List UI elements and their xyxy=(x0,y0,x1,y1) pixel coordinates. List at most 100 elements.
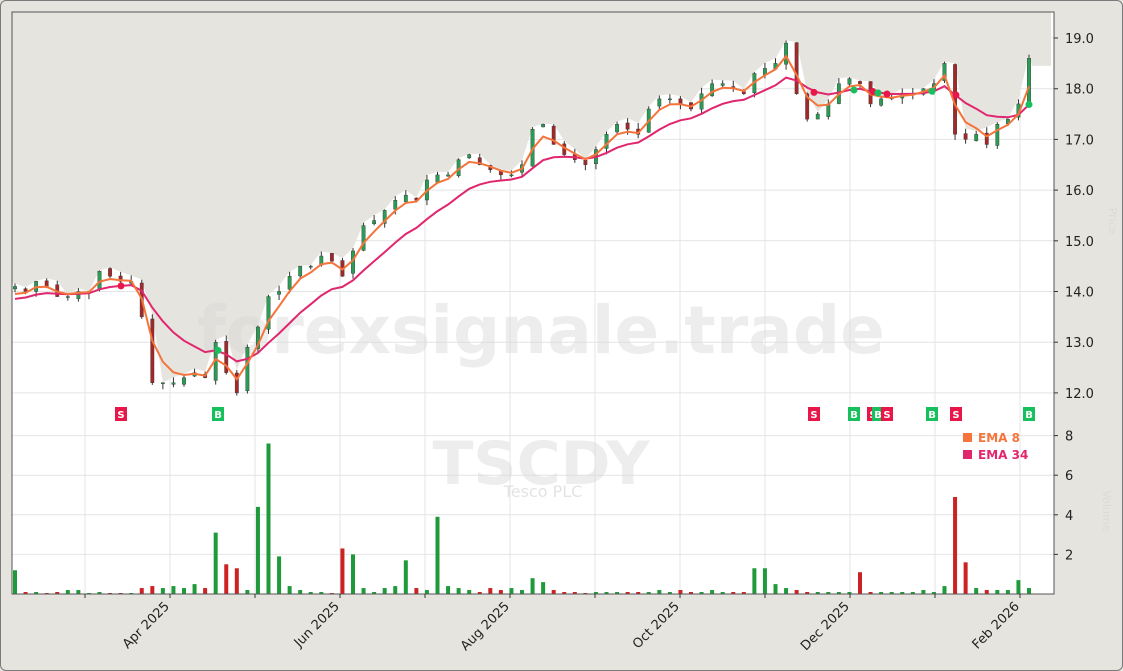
volume-bar xyxy=(255,506,260,594)
price-area-fill xyxy=(12,12,1051,383)
volume-bar xyxy=(931,592,936,594)
candle-body xyxy=(298,265,303,277)
candle-body xyxy=(118,275,123,282)
legend-swatch-ema34 xyxy=(963,450,972,459)
signal-label: B xyxy=(214,410,222,421)
signal-dot xyxy=(1025,101,1033,109)
volume-bar xyxy=(826,592,831,594)
candle-body xyxy=(108,268,112,277)
signal-markers: SBSBSBSBSB xyxy=(115,86,1035,421)
volume-bar xyxy=(953,496,958,594)
volume-bar xyxy=(403,560,408,594)
volume-bar xyxy=(393,586,398,594)
volume-bar xyxy=(762,568,767,594)
volume-bar xyxy=(456,588,461,594)
volume-bar xyxy=(509,588,514,594)
candle-body xyxy=(435,174,440,183)
volume-bars xyxy=(13,443,1031,594)
volume-bar xyxy=(76,590,81,594)
volume-bar xyxy=(773,584,778,594)
x-tick-label: Aug 2025 xyxy=(458,599,513,654)
volume-bar xyxy=(879,592,884,594)
volume-bar xyxy=(245,590,250,594)
candle-body xyxy=(13,286,17,290)
candle-body xyxy=(160,382,165,384)
volume-bar xyxy=(520,590,524,594)
candle-body xyxy=(150,318,155,383)
volume-bar xyxy=(646,592,651,594)
candle-body xyxy=(879,98,884,106)
volume-bar xyxy=(182,588,186,594)
candle-body xyxy=(847,78,852,85)
price-tick-label: 17.0 xyxy=(1065,133,1094,148)
volume-bar xyxy=(667,592,672,594)
volume-bar xyxy=(868,592,873,594)
volume-tick-label: 6 xyxy=(1065,469,1073,484)
candle-body xyxy=(182,377,186,385)
legend-label-ema8: EMA 8 xyxy=(978,431,1020,445)
price-tick-label: 14.0 xyxy=(1065,286,1094,301)
volume-bar xyxy=(741,592,746,594)
sell-signal-badge xyxy=(115,407,127,421)
volume-bar xyxy=(446,586,451,594)
sell-signal-badge xyxy=(808,407,820,421)
ema-34-line xyxy=(14,76,1030,363)
volume-bar xyxy=(858,572,862,594)
volume-bar xyxy=(1005,590,1010,594)
volume-bar xyxy=(192,584,197,594)
volume-bar xyxy=(351,554,355,594)
candle-body xyxy=(615,123,619,133)
volume-bar xyxy=(467,590,472,594)
volume-bar xyxy=(13,570,17,594)
candle-body xyxy=(657,98,662,107)
volume-bar xyxy=(266,443,271,594)
signal-dot xyxy=(214,346,222,354)
candle-body xyxy=(625,122,630,130)
signal-label: S xyxy=(810,410,817,421)
candle-body xyxy=(403,194,408,203)
candle-body xyxy=(551,125,556,145)
price-tick-label: 15.0 xyxy=(1065,235,1094,250)
x-tick-label: Dec 2025 xyxy=(798,599,853,654)
volume-bar xyxy=(65,590,70,594)
sell-signal-badge xyxy=(881,407,893,421)
volume-bar xyxy=(287,586,292,594)
candle-body xyxy=(858,81,862,84)
x-tick-label: Apr 2025 xyxy=(120,599,173,652)
volume-bar xyxy=(1027,588,1031,594)
buy-signal-badge xyxy=(212,407,224,421)
watermark: forexsignale.trade TSCDY Tesco PLC xyxy=(197,292,885,501)
price-tick-label: 16.0 xyxy=(1065,184,1094,199)
candle-body xyxy=(361,225,366,251)
sell-signal-badge xyxy=(950,407,962,421)
volume-bar xyxy=(615,592,620,594)
candle-body xyxy=(382,210,387,224)
volume-bar xyxy=(836,592,841,594)
volume-bar xyxy=(498,590,503,594)
volume-bar xyxy=(477,592,482,594)
candle-body xyxy=(794,42,799,94)
volume-bar xyxy=(731,592,736,594)
candle-body xyxy=(308,265,313,268)
volume-bar xyxy=(414,588,419,594)
x-tick-label: Oct 2025 xyxy=(630,599,683,652)
signal-dot xyxy=(810,88,818,96)
candle-body xyxy=(477,157,482,165)
candle-body xyxy=(963,133,968,140)
candle-body xyxy=(583,159,588,165)
volume-bar xyxy=(139,588,144,594)
signal-label: S xyxy=(952,410,959,421)
volume-bar xyxy=(805,592,810,594)
candle-body xyxy=(984,132,989,145)
volume-bar xyxy=(319,592,324,594)
volume-tick-label: 2 xyxy=(1065,548,1073,563)
candle-body xyxy=(784,42,788,65)
volume-bar xyxy=(361,588,366,594)
price-tick-label: 12.0 xyxy=(1065,387,1094,402)
volume-bar xyxy=(921,590,926,594)
x-tick-label: Feb 2026 xyxy=(970,599,1023,652)
volume-bar xyxy=(593,592,598,594)
candle-body xyxy=(974,134,979,141)
candle-body xyxy=(1027,58,1031,104)
volume-tick-label: 4 xyxy=(1065,509,1073,524)
